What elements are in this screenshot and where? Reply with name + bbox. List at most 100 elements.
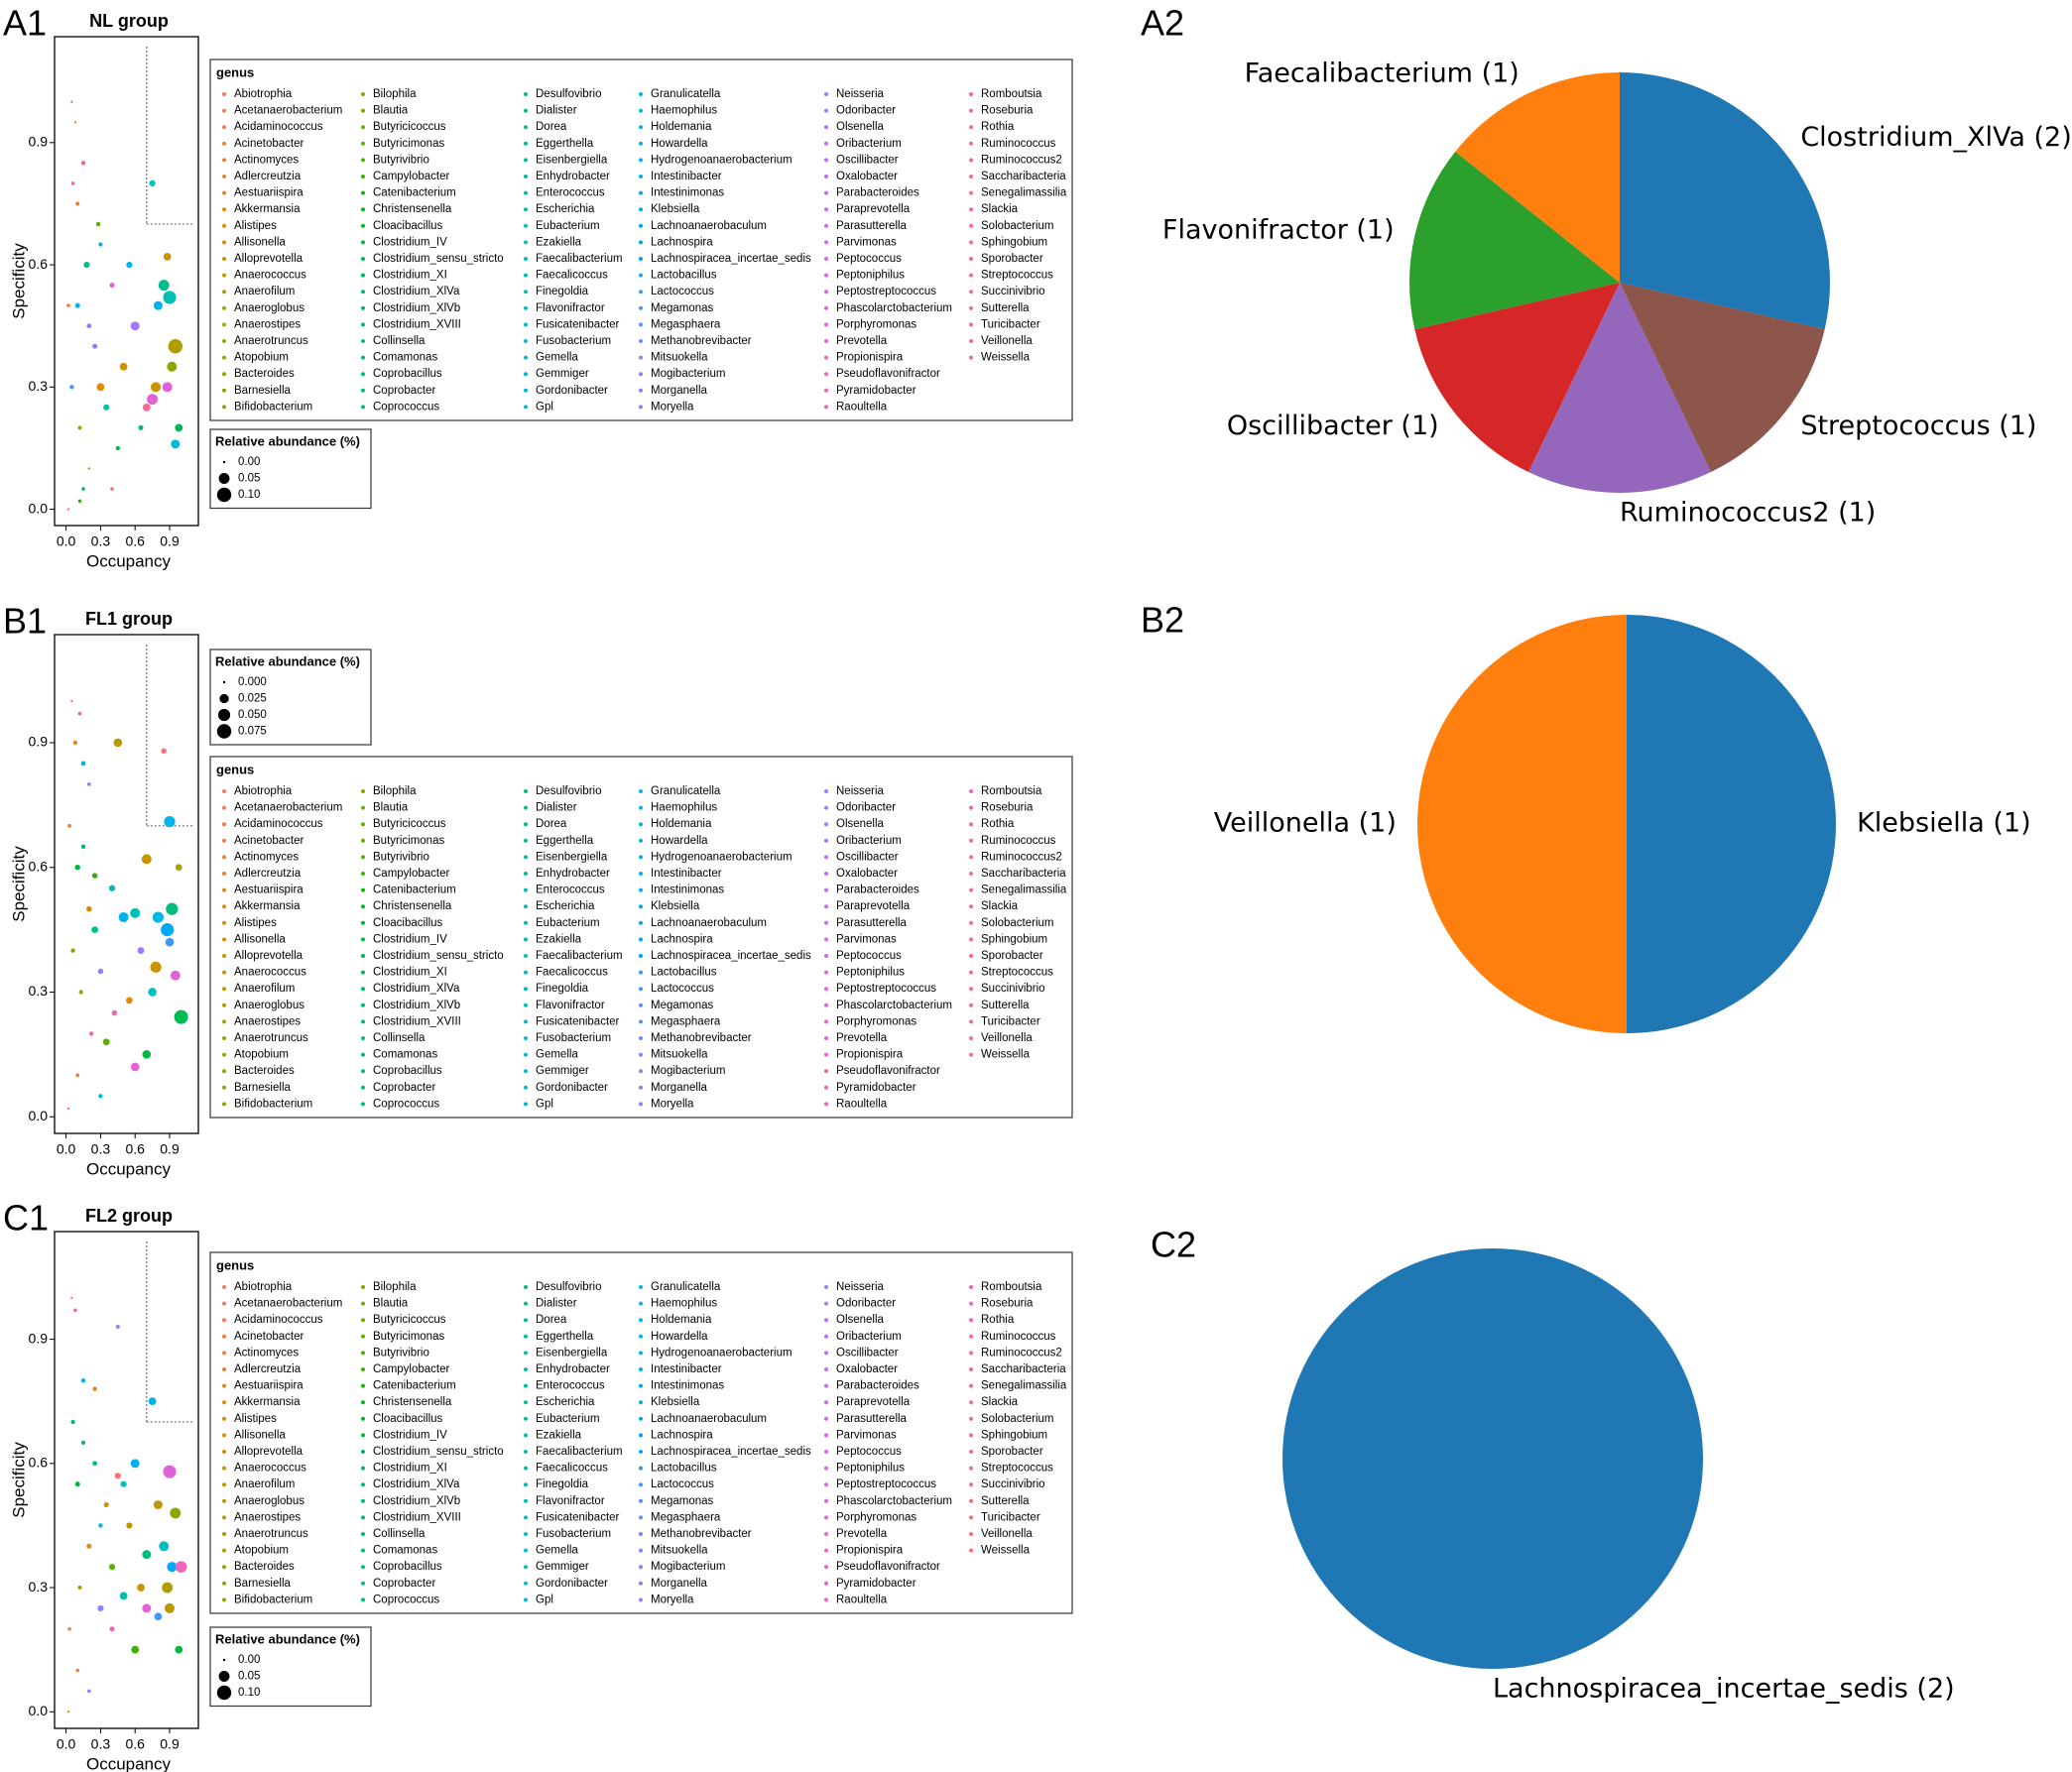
genus-key (361, 970, 365, 975)
genus-label: Fusobacterium (536, 335, 611, 347)
point (77, 711, 82, 716)
point (130, 907, 141, 918)
point (80, 161, 86, 166)
genus-key (824, 1318, 828, 1323)
genus-label: Senegalimassilia (981, 1380, 1067, 1392)
genus-label: Lachnospira (651, 933, 713, 945)
genus-label: Lactobacillus (651, 270, 717, 282)
genus-label: Dorea (536, 121, 567, 133)
genus-key (361, 1433, 365, 1438)
genus-label: Parvimonas (836, 236, 897, 248)
genus-label: Solobacterium (981, 1413, 1054, 1425)
genus-label: Porphyromonas (836, 318, 916, 330)
genus-key (824, 223, 828, 228)
genus-key (969, 1334, 973, 1339)
point (70, 699, 73, 703)
genus-label: Eisenbergiella (536, 1347, 608, 1359)
genus-key (824, 388, 828, 393)
point (88, 1031, 94, 1036)
genus-label: Clostridium_XlVa (373, 286, 460, 297)
point (137, 947, 145, 954)
point (75, 1073, 80, 1078)
genus-key (524, 1515, 528, 1520)
genus-label: Bifidobacterium (234, 1098, 312, 1110)
genus-key (222, 954, 226, 958)
point (131, 1645, 140, 1654)
genus-label: Pseudoflavonifractor (836, 368, 940, 380)
genus-key (222, 190, 226, 195)
genus-key (639, 1036, 643, 1040)
genus-label: Akkermansia (234, 203, 301, 215)
genus-key (639, 789, 643, 793)
genus-label: Akkermansia (234, 1396, 301, 1408)
genus-key (969, 1285, 973, 1289)
genus-key (524, 1069, 528, 1074)
panel-label: C1 (3, 1198, 49, 1239)
genus-key (222, 1019, 226, 1024)
point (141, 854, 152, 865)
genus-label: Sutterella (981, 1495, 1030, 1507)
size-key (219, 693, 229, 704)
genus-key (824, 805, 828, 810)
genus-key (639, 257, 643, 261)
genus-label: Eubacterium (536, 220, 600, 232)
genus-key (361, 1466, 365, 1471)
genus-key (222, 207, 226, 212)
genus-label: Parasutterella (836, 917, 908, 929)
genus-key (361, 1515, 365, 1520)
genus-label: Slackia (981, 203, 1019, 215)
genus-key (524, 322, 528, 327)
genus-key (524, 125, 528, 130)
genus-key (361, 805, 365, 810)
genus-label: Allisonella (234, 1429, 286, 1441)
genus-label: Faecalicoccus (536, 270, 608, 282)
genus-key (222, 1383, 226, 1388)
genus-key (824, 355, 828, 360)
genus-label: Oscillibacter (836, 154, 899, 166)
genus-key (639, 339, 643, 343)
genus-label: Hydrogenoanaerobacterium (651, 1347, 792, 1359)
genus-key (824, 1532, 828, 1536)
genus-key (361, 1301, 365, 1306)
genus-key (639, 937, 643, 942)
genus-label: Sporobacter (981, 950, 1043, 962)
point (168, 339, 183, 354)
genus-label: Blautia (373, 105, 409, 117)
pie-slice (1528, 283, 1711, 494)
point (163, 252, 172, 261)
genus-label: Coprobacillus (373, 1065, 442, 1077)
genus-key (222, 855, 226, 860)
genus-key (222, 1069, 226, 1074)
genus-key (969, 108, 973, 113)
genus-key (969, 1383, 973, 1388)
genus-label: Faecalicoccus (536, 1463, 608, 1475)
point (109, 1626, 115, 1632)
genus-label: Aestuariispira (234, 187, 304, 199)
genus-key (524, 141, 528, 146)
genus-key (222, 904, 226, 909)
genus-legend-title: genus (216, 1257, 254, 1272)
genus-label: Enhydrobacter (536, 868, 610, 880)
point (74, 1481, 80, 1487)
point (73, 121, 77, 124)
genus-label: Bilophila (373, 88, 417, 100)
genus-key (361, 1482, 365, 1487)
genus-key (639, 1003, 643, 1007)
point (174, 1009, 188, 1024)
genus-key (639, 1433, 643, 1438)
genus-label: Propionispira (836, 1545, 904, 1557)
genus-label: Phascolarctobacterium (836, 1495, 952, 1507)
genus-label: Sphingobium (981, 933, 1047, 945)
genus-key (524, 1597, 528, 1602)
genus-key (969, 175, 973, 178)
pie-slice (1414, 283, 1620, 473)
genus-label: Anaerofilum (234, 286, 295, 297)
genus-key (524, 175, 528, 178)
genus-key (524, 1285, 528, 1289)
genus-legend-box (209, 1251, 1073, 1614)
genus-key (524, 904, 528, 909)
genus-key (361, 388, 365, 393)
genus-key (222, 108, 226, 113)
genus-label: Hydrogenoanaerobacterium (651, 154, 792, 166)
point (126, 997, 133, 1004)
